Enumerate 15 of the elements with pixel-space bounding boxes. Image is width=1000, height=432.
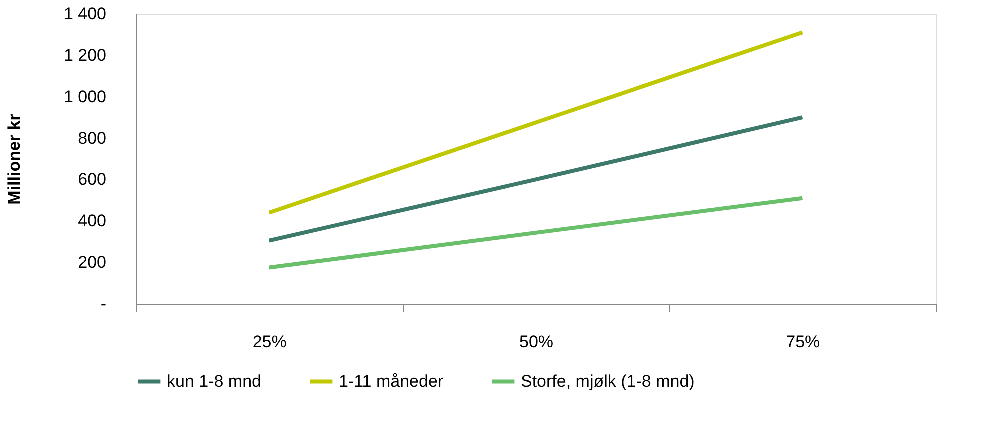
legend-label: 1-11 måneder (339, 372, 444, 391)
x-tick-label: 25% (252, 332, 287, 352)
y-axis-title: Millioner kr (4, 114, 24, 205)
y-tick-label: 600 (78, 170, 106, 190)
y-tick-label: 200 (78, 253, 106, 272)
x-tick-label: 75% (786, 332, 820, 352)
y-tick-label: 1 400 (64, 4, 106, 24)
y-tick-label: 800 (78, 128, 106, 148)
legend-label: Storfe, mjølk (1-8 mnd) (521, 372, 695, 391)
y-tick-label: 1 000 (64, 87, 106, 106)
y-tick-label: 1 200 (64, 46, 106, 65)
y-tick-label: - (100, 294, 106, 314)
legend-label: kun 1-8 mnd (167, 372, 262, 391)
y-tick-label: 400 (78, 212, 106, 231)
x-tick-label: 50% (519, 332, 554, 352)
